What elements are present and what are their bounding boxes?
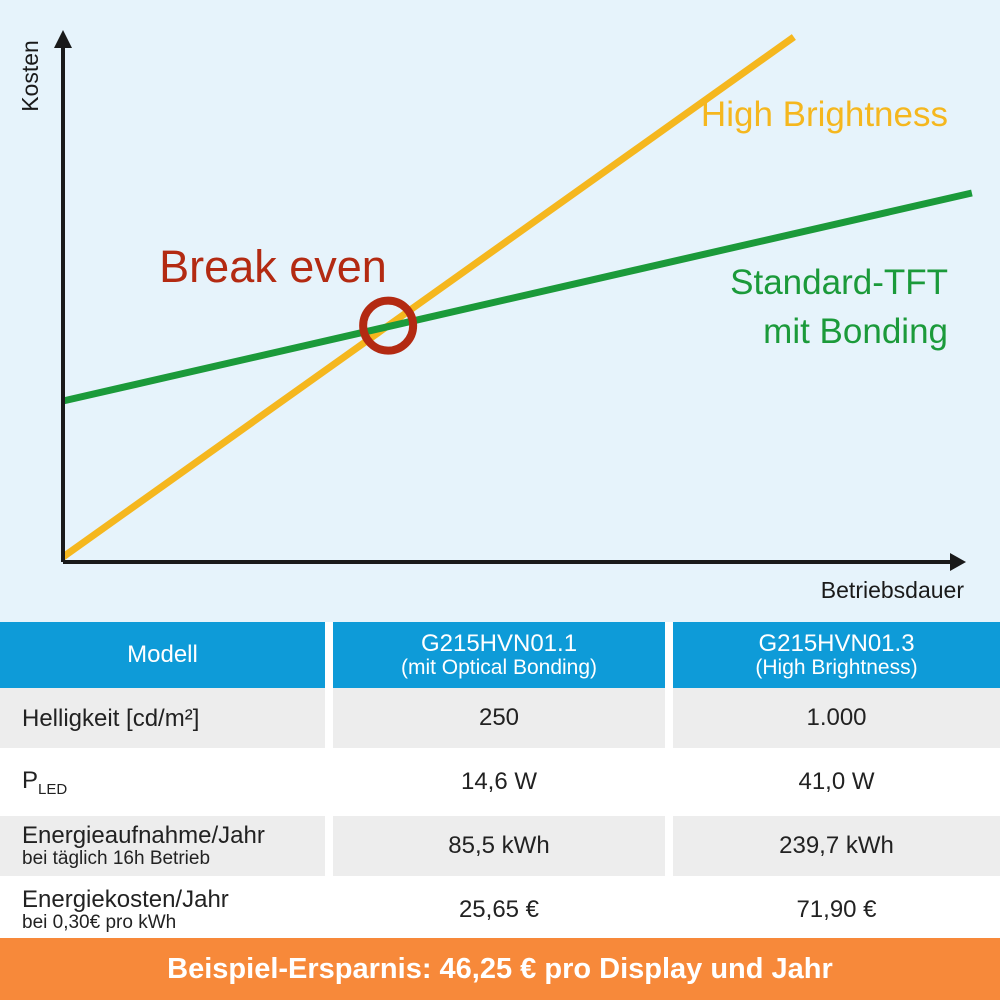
row-label: Helligkeit [cd/m²] [0,688,325,748]
row-value-col1: 14,6 W [333,752,665,812]
break-even-marker [359,296,418,355]
header-col1: G215HVN01.1 (mit Optical Bonding) [333,622,665,688]
row-label: Energieaufnahme/Jahr bei täglich 16h Bet… [0,816,325,876]
chart-area: Kosten Betriebsdauer High Brightness Sta… [0,0,1000,622]
row-value-col2: 239,7 kWh [673,816,1000,876]
series-label-standard-line1: Standard-TFT [730,263,948,302]
y-axis-label: Kosten [17,40,43,112]
spec-table: Modell G215HVN01.1 (mit Optical Bonding)… [0,622,1000,940]
break-even-label: Break even [159,241,387,292]
series-line-high-brightness [60,34,796,560]
row-label: PLED [0,752,325,812]
series-line-standard-tft [62,189,973,405]
row-value-col1: 25,65 € [333,880,665,940]
header-col1-title: G215HVN01.1 [420,630,578,657]
header-model: Modell [0,622,325,688]
header-model-label: Modell [127,641,198,668]
row-label: Energiekosten/Jahr bei 0,30€ pro kWh [0,880,325,940]
cost-chart: Kosten Betriebsdauer High Brightness Sta… [17,30,973,603]
table-row: Helligkeit [cd/m²] 250 1.000 [0,688,1000,748]
table-row: PLED 14,6 W 41,0 W [0,752,1000,812]
row-value-col2: 1.000 [673,688,1000,748]
series-label-standard-line2: mit Bonding [763,312,948,351]
table-row: Energieaufnahme/Jahr bei täglich 16h Bet… [0,816,1000,876]
y-axis-arrow-icon [54,30,72,48]
series-label-high-brightness: High Brightness [701,95,948,134]
row-value-col1: 250 [333,688,665,748]
header-col2-title: G215HVN01.3 [758,630,915,657]
table-row: Energiekosten/Jahr bei 0,30€ pro kWh 25,… [0,880,1000,940]
header-col2: G215HVN01.3 (High Brightness) [673,622,1000,688]
row-value-col2: 41,0 W [673,752,1000,812]
header-col1-subtitle: (mit Optical Bonding) [400,656,598,679]
x-axis-label: Betriebsdauer [821,577,965,603]
savings-banner: Beispiel-Ersparnis: 46,25 € pro Display … [0,938,1000,1000]
row-value-col2: 71,90 € [673,880,1000,940]
table-header-row: Modell G215HVN01.1 (mit Optical Bonding)… [0,622,1000,688]
header-col2-subtitle: (High Brightness) [755,656,918,679]
x-axis-arrow-icon [950,553,966,571]
row-value-col1: 85,5 kWh [333,816,665,876]
